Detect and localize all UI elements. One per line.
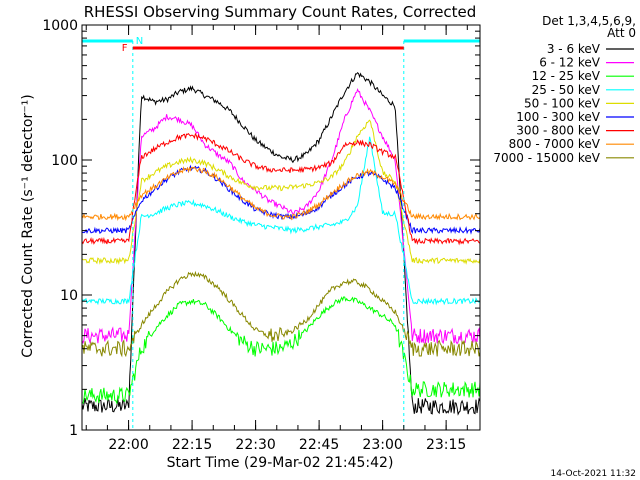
y-tick-label: 10: [60, 288, 78, 304]
legend-label: 3 - 6 keV: [547, 42, 601, 56]
series-line: [81, 87, 481, 345]
x-tick-label: 22:30: [235, 437, 275, 453]
timestamp: 14-Oct-2021 11:32: [551, 469, 636, 479]
x-tick-label: 22:00: [108, 437, 148, 453]
series-line: [81, 166, 481, 222]
axes: 1 10 100 1000 22:00 22:15 22:30 22:45 23:00 23:15: [42, 18, 481, 453]
x-axis-label: Start Time (29-Mar-02 21:45:42): [167, 455, 394, 471]
annotations: NF: [81, 36, 481, 430]
x-tick-label: 23:00: [362, 437, 402, 453]
x-tick-label: 22:45: [299, 437, 339, 453]
series-line: [81, 132, 481, 246]
legend-label: 800 - 7000 keV: [509, 137, 601, 151]
y-axis-label: Corrected Count Rate (s⁻¹ detector⁻¹): [20, 94, 36, 357]
x-tick-label: 23:15: [426, 437, 466, 453]
flare-marker: F: [122, 43, 128, 54]
y-tick-label: 100: [51, 153, 78, 169]
series-line: [81, 119, 481, 265]
legend-label: 25 - 50 keV: [532, 83, 601, 97]
legend-header-line: Att 0: [607, 26, 636, 40]
chart-title: RHESSI Observing Summary Count Rates, Co…: [84, 3, 477, 21]
y-tick-label: 1: [69, 423, 78, 439]
legend-label: 50 - 100 keV: [524, 96, 601, 110]
night-marker: N: [136, 36, 143, 47]
plot-frame: [81, 24, 481, 431]
legend-label: 100 - 300 keV: [516, 110, 600, 124]
series-line: [81, 71, 481, 416]
series-line: [81, 270, 481, 358]
series-line: [81, 164, 481, 235]
legend-header-line: Det 1,3,4,5,6,9,: [542, 14, 636, 28]
legend-label: 7000 - 15000 keV: [493, 151, 600, 165]
series-line: [81, 136, 481, 306]
legend-label: 300 - 800 keV: [516, 124, 600, 138]
series-group: [81, 71, 481, 416]
x-tick-label: 22:15: [172, 437, 212, 453]
legend-label: 12 - 25 keV: [532, 69, 601, 83]
legend-label: 6 - 12 keV: [539, 56, 601, 70]
y-tick-label: 1000: [42, 18, 78, 34]
series-line: [81, 296, 481, 405]
legend-header: Det 1,3,4,5,6,9,Att 0: [542, 14, 636, 40]
